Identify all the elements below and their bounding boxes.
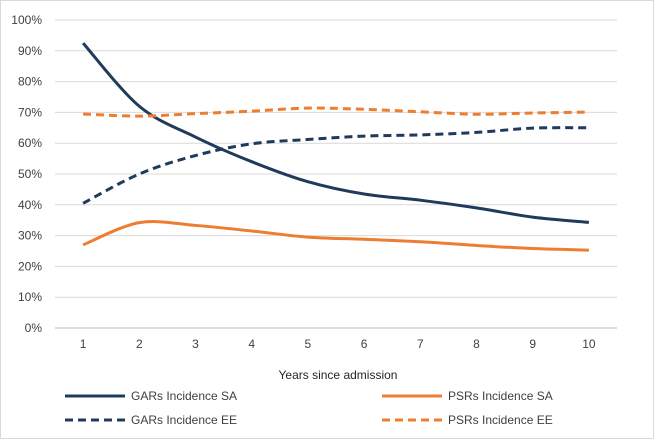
x-axis-ticks: 1 2 3 4 5 6 7 8 9 10 [80, 337, 596, 351]
gridlines [55, 19, 617, 329]
y-tick-label: 100% [11, 13, 42, 27]
y-tick-label: 20% [18, 259, 42, 273]
series-line-2 [82, 220, 589, 252]
y-axis-ticks: 0% 10% 20% 30% 40% 50% 60% 70% 80% 90% 100% [11, 13, 42, 335]
series-line-4 [83, 106, 589, 118]
legend-label: GARs Incidence SA [131, 389, 237, 403]
y-tick-label: 80% [18, 75, 42, 89]
x-tick-label: 9 [529, 337, 536, 351]
x-tick-label: 10 [582, 337, 596, 351]
x-tick-label: 3 [192, 337, 199, 351]
x-axis-title: Years since admission [279, 368, 398, 382]
legend: GARs Incidence SA PSRs Incidence SA GARs I… [65, 389, 553, 427]
x-tick-label: 5 [305, 337, 312, 351]
x-tick-label: 1 [80, 337, 87, 351]
x-tick-label: 4 [248, 337, 255, 351]
x-tick-label: 6 [361, 337, 368, 351]
legend-label: PSRs Incidence EE [448, 413, 553, 427]
x-tick-label: 7 [417, 337, 424, 351]
series-line-1 [81, 42, 590, 224]
y-tick-label: 50% [18, 167, 42, 181]
legend-label: GARs Incidence EE [131, 413, 237, 427]
y-tick-label: 70% [18, 105, 42, 119]
y-tick-label: 10% [18, 290, 42, 304]
x-tick-label: 8 [473, 337, 480, 351]
legend-label: PSRs Incidence SA [448, 389, 553, 403]
y-tick-label: 90% [18, 44, 42, 58]
y-tick-label: 60% [18, 136, 42, 150]
series-line-3 [82, 126, 589, 205]
y-tick-label: 0% [25, 321, 43, 335]
series-lines [81, 42, 590, 252]
y-tick-label: 30% [18, 229, 42, 243]
x-tick-label: 2 [136, 337, 143, 351]
y-tick-label: 40% [18, 198, 42, 212]
